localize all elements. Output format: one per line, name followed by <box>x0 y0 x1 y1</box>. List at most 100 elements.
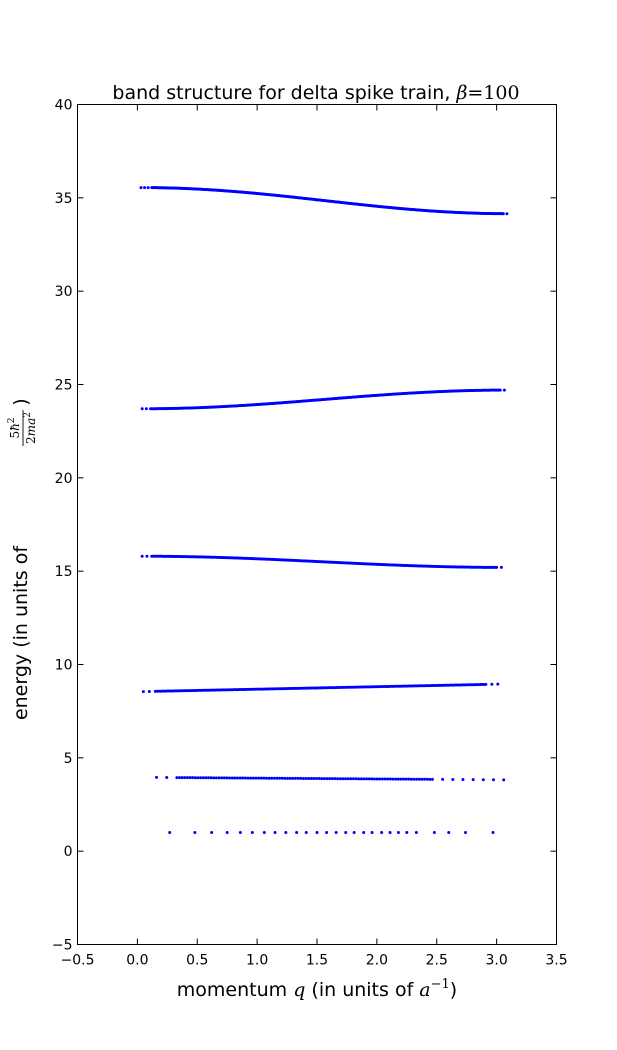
y-tick-label: 30 <box>55 284 73 300</box>
x-tick-label: 2.0 <box>366 953 388 969</box>
band-1-point <box>432 831 436 834</box>
band-2-point <box>155 775 159 779</box>
x-axis-ticks: −0.5 0.0 0.5 1.0 1.5 2.0 2.5 3.0 3.5 <box>61 104 568 969</box>
band-1-point <box>210 831 214 834</box>
numerator-hbar: ħ <box>8 423 22 431</box>
band-2-point <box>286 776 290 780</box>
band-2-point <box>341 777 345 781</box>
band-2-point <box>291 776 295 780</box>
band-2-point <box>330 777 334 781</box>
band-2-point <box>178 776 182 780</box>
band-2-point <box>257 776 261 780</box>
band-2-point <box>267 776 271 780</box>
y-tick-label: −5 <box>52 938 73 954</box>
denominator-coef: 2 <box>24 436 38 444</box>
band-1-point <box>362 831 366 834</box>
band-5-point <box>498 388 502 392</box>
band-6-point <box>505 212 509 216</box>
band-5-point <box>502 388 506 392</box>
band-2-point <box>301 776 305 780</box>
band-2-point <box>259 776 263 780</box>
y-tick-label: 20 <box>55 471 73 487</box>
band-1-point <box>352 831 356 834</box>
band-2-point <box>209 776 213 780</box>
x-axis-title: momentum q (in units of a−1) <box>177 977 457 1001</box>
chart-title-beta: β <box>455 82 467 104</box>
band-2-point <box>275 776 279 780</box>
band-2-point <box>180 776 184 780</box>
band-2-point <box>380 777 384 781</box>
band-2-point <box>188 776 192 780</box>
band-2-point <box>409 777 413 781</box>
band-2-point <box>420 777 424 781</box>
band-5-point <box>144 407 148 411</box>
band-1-point <box>315 831 319 834</box>
band-2-point <box>399 777 403 781</box>
band-2-point <box>193 776 197 780</box>
band-1-point <box>396 831 400 834</box>
band-4-point <box>495 565 499 569</box>
band-2-point <box>225 776 229 780</box>
band-2-point <box>471 778 475 782</box>
band-2-point <box>354 777 358 781</box>
band-2-point <box>386 777 390 781</box>
band-2-point <box>243 776 247 780</box>
band-2-point <box>328 777 332 781</box>
x-axis-title-prefix: momentum <box>177 979 293 1001</box>
band-2-point <box>441 777 445 781</box>
band-1-point <box>193 831 197 834</box>
band-1-point <box>388 831 392 834</box>
band-2-point <box>351 777 355 781</box>
band-2-point <box>191 776 195 780</box>
x-axis-title-exp: −1 <box>431 977 450 992</box>
y-tick-label: 10 <box>55 658 73 674</box>
band-2-point <box>430 777 434 781</box>
band-2-point <box>233 776 237 780</box>
band-2-point <box>293 776 297 780</box>
band-2-point <box>412 777 416 781</box>
band-2-point <box>238 776 242 780</box>
x-tick-label: 3.5 <box>545 953 567 969</box>
band-2-point <box>338 777 342 781</box>
x-tick-label: 1.0 <box>246 953 268 969</box>
band-4-point <box>145 554 149 558</box>
x-tick-label: 0.5 <box>186 953 208 969</box>
band-1-point <box>304 831 308 834</box>
x-tick-label: 0.0 <box>126 953 148 969</box>
band-2-point <box>367 777 371 781</box>
band-2-point <box>365 777 369 781</box>
band-6-point <box>501 212 505 216</box>
band-2-point <box>185 776 189 780</box>
band-2-point <box>322 777 326 781</box>
band-2-point <box>357 777 361 781</box>
band-1-point <box>250 831 254 834</box>
x-tick-label: 3.0 <box>485 953 507 969</box>
denominator-exp: 2 <box>23 412 33 418</box>
band-2-point <box>481 778 485 782</box>
band-2-point <box>425 777 429 781</box>
y-tick-label: 5 <box>64 751 73 767</box>
numerator-exp: 2 <box>7 417 17 423</box>
fraction-numerator: 5ħ2 <box>7 417 22 438</box>
band-2-point <box>370 777 374 781</box>
band-2-point <box>375 777 379 781</box>
band-2-point <box>264 776 268 780</box>
y-tick-label: 40 <box>55 98 73 114</box>
y-axis-title-fraction: 5ħ2 2ma2 <box>7 410 38 446</box>
band-2-point <box>344 777 347 781</box>
band-2-point <box>278 776 282 780</box>
band-6-point <box>143 186 147 190</box>
band-4-point <box>140 554 144 558</box>
y-axis-title: energy (in units of 5ħ2 2ma2 ) <box>7 398 38 720</box>
band-2-point <box>230 776 234 780</box>
y-axis-ticks: −5 0 5 10 15 20 25 30 35 40 <box>52 98 557 954</box>
band-2-point <box>175 776 179 780</box>
band-2-point <box>222 776 226 780</box>
band-1-point <box>238 831 242 834</box>
x-axis-title-q: q <box>293 979 305 1001</box>
plot-frame <box>77 104 557 945</box>
band-2-point <box>378 777 382 781</box>
chart-title-equals: = <box>467 82 483 104</box>
band-2-point <box>304 776 308 780</box>
